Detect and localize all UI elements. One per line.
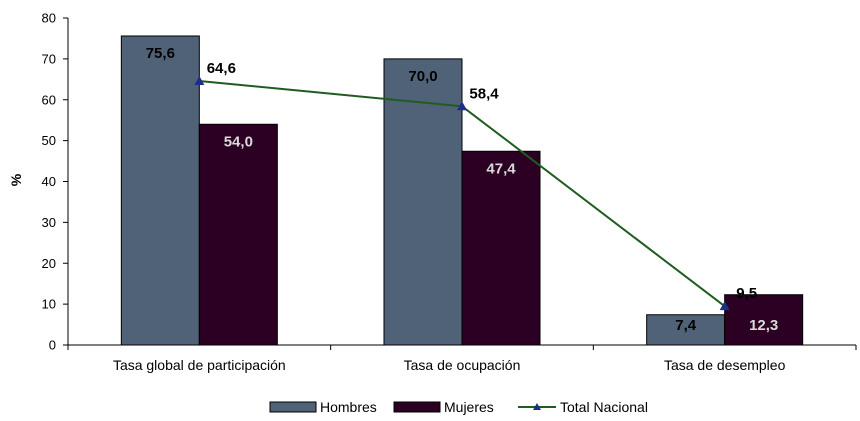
y-tick-label: 40 <box>42 174 56 189</box>
y-tick-label: 30 <box>42 215 56 230</box>
x-category-label: Tasa de ocupación <box>404 357 521 373</box>
legend-triangle-marker <box>533 403 541 410</box>
legend-swatch-hombres <box>269 401 317 413</box>
x-category-label: Tasa de desempleo <box>664 357 786 373</box>
y-tick-label: 20 <box>42 256 56 271</box>
y-axis-label: % <box>8 173 24 186</box>
bar-hombres <box>646 314 726 346</box>
y-axis: 0 10 20 30 40 50 60 70 80 <box>42 11 69 353</box>
triangle-marker <box>194 75 205 85</box>
y-tick-label: 0 <box>49 338 56 353</box>
total-line <box>194 75 730 311</box>
legend: Hombres Mujeres Total Nacional <box>269 399 648 415</box>
triangle-marker <box>457 101 467 111</box>
y-tick-label: 60 <box>42 92 56 107</box>
bar-data-label: 54,0 <box>224 133 253 150</box>
bar-data-label: 70,0 <box>408 68 437 85</box>
y-tick-label: 70 <box>42 51 56 66</box>
legend-swatch-mujeres <box>393 401 441 413</box>
bar-data-label: 75,6 <box>146 45 175 62</box>
legend-label: Hombres <box>320 399 377 415</box>
legend-label: Mujeres <box>444 399 494 415</box>
bar-mujeres <box>198 123 278 346</box>
y-tick-label: 80 <box>42 11 56 26</box>
legend-label: Total Nacional <box>560 399 648 415</box>
bar-mujeres <box>724 294 804 346</box>
x-axis: Tasa global de participación Tasa de ocup… <box>67 344 857 373</box>
bar-data-label: 47,4 <box>486 160 516 177</box>
line-data-label: 9,5 <box>736 285 757 302</box>
y-tick-label: 10 <box>42 297 56 312</box>
y-tick-label: 50 <box>42 133 56 148</box>
bar-data-label: 12,3 <box>749 317 778 334</box>
x-category-label: Tasa global de participación <box>113 357 286 373</box>
bar-data-label: 7,4 <box>675 317 697 334</box>
bar-hombres <box>120 35 200 346</box>
data-labels: 75,6 54,0 70,0 47,4 7,4 12,3 64,6 58,4 9,5 <box>146 45 779 334</box>
line-data-label: 64,6 <box>207 60 236 77</box>
bar-mujeres <box>461 150 541 346</box>
triangle-marker <box>719 301 730 311</box>
line-data-label: 58,4 <box>469 85 499 102</box>
